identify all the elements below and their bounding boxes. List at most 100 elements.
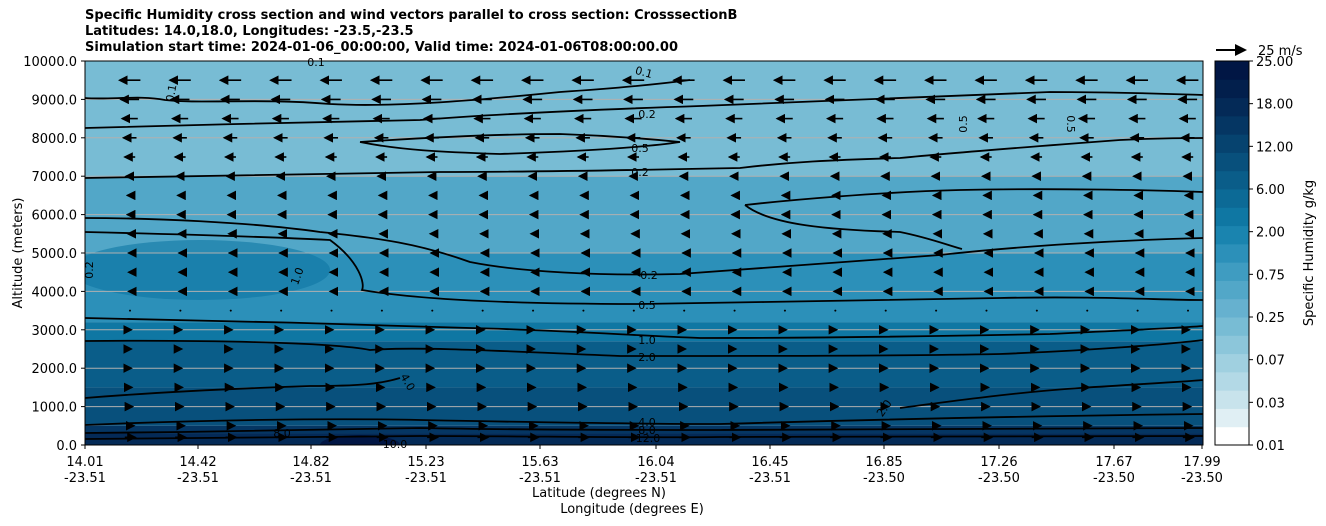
contour-label: 0.5 xyxy=(638,299,656,312)
contour-label: 12.0 xyxy=(636,432,661,445)
contour-label: 2.0 xyxy=(638,351,656,364)
title-line-2: Latitudes: 14.0,18.0, Longitudes: -23.5,… xyxy=(85,24,414,39)
colorbar-segment xyxy=(1215,189,1249,208)
wind-arrow xyxy=(280,309,283,312)
colorbar-tick-label: 25.00 xyxy=(1256,55,1293,70)
wind-arrow xyxy=(229,309,232,312)
colorbar-segment xyxy=(1215,243,1249,263)
y-tick-label: 2000.0 xyxy=(32,362,78,377)
colorbar-tick-label: 2.00 xyxy=(1256,226,1285,241)
colorbar-segment xyxy=(1215,97,1249,117)
contour-label: 0.1 xyxy=(307,56,325,69)
contour-lines xyxy=(85,79,1203,440)
wind-arrow xyxy=(1035,309,1038,312)
wind-arrow xyxy=(834,309,837,312)
wind-arrow xyxy=(1187,309,1189,312)
colorbar-segment xyxy=(1215,426,1249,446)
y-axis-label: Altitude (meters) xyxy=(11,198,26,309)
colorbar-tick-label: 0.03 xyxy=(1256,396,1285,411)
y-tick-label: 8000.0 xyxy=(32,132,78,147)
wind-arrow xyxy=(129,309,131,312)
colorbar-segment xyxy=(1215,115,1249,135)
x-tick-label-lat: 16.45 xyxy=(751,455,788,470)
x-tick-label-lat: 15.23 xyxy=(407,455,444,470)
colorbar-segment xyxy=(1215,134,1249,153)
y-tick-label: 10000.0 xyxy=(23,55,77,70)
wind-arrow xyxy=(1086,309,1089,312)
x-tick-label-lon: -23.50 xyxy=(1093,471,1135,486)
title-line-1: Specific Humidity cross section and wind… xyxy=(85,8,738,23)
colorbar-segment xyxy=(1215,225,1249,245)
humidity-band xyxy=(85,433,1203,445)
contour-line xyxy=(899,379,1203,409)
contour-label: 0.2 xyxy=(631,166,649,179)
x-tick-label-lon: -23.51 xyxy=(405,471,447,486)
quiver-key-label: 25 m/s xyxy=(1258,44,1303,59)
colorbar-tick-label: 0.75 xyxy=(1256,268,1285,283)
wind-arrow xyxy=(431,309,434,312)
x-tick-label-lon: -23.51 xyxy=(64,471,106,486)
colorbar-segment xyxy=(1215,298,1249,318)
y-tick-label: 7000.0 xyxy=(32,170,78,185)
humidity-field xyxy=(85,61,1203,445)
contour-label: 1.0 xyxy=(288,266,306,287)
contour-line xyxy=(85,377,401,399)
wind-arrow xyxy=(179,309,182,312)
colorbar-segment xyxy=(1215,390,1249,409)
colorbar-tick-label: 0.25 xyxy=(1256,311,1285,326)
contour-label: 0.2 xyxy=(640,269,658,282)
wind-arrow xyxy=(481,309,484,312)
contour-line xyxy=(85,413,1203,426)
contour-line xyxy=(744,188,1203,206)
wind-arrow xyxy=(683,309,686,312)
wind-arrow xyxy=(632,309,635,312)
colorbar-tick-label: 18.00 xyxy=(1256,98,1293,113)
x-axis: 14.01-23.5114.42-23.5114.82-23.5115.23-2… xyxy=(64,445,1223,486)
contour-label: 0.2 xyxy=(638,108,656,121)
colorbar-segment xyxy=(1215,262,1249,281)
x-tick-label-lon: -23.50 xyxy=(863,471,905,486)
contour-line xyxy=(85,339,1203,357)
x-tick-label-lat: 17.67 xyxy=(1095,455,1132,470)
contour-label: 1.0 xyxy=(638,334,656,347)
chart-title: Specific Humidity cross section and wind… xyxy=(85,8,737,56)
humidity-band xyxy=(85,341,1203,388)
wind-arrow xyxy=(985,309,988,312)
colorbar-segment xyxy=(1215,207,1249,227)
wind-arrow xyxy=(330,309,333,312)
colorbar-tick-label: 12.00 xyxy=(1256,140,1293,155)
colorbar-segment xyxy=(1215,335,1249,355)
contour-line xyxy=(85,317,1203,339)
x-tick-label-lat: 14.01 xyxy=(66,455,103,470)
wind-arrow xyxy=(783,309,786,312)
colorbar-frame xyxy=(1214,60,1250,446)
wind-arrow xyxy=(532,309,535,312)
contour-label: 0.2 xyxy=(83,261,96,279)
contour-label: 0.1 xyxy=(634,64,654,81)
colorbar-segment xyxy=(1215,408,1249,428)
x-tick-label-lat: 17.26 xyxy=(980,455,1017,470)
y-tick-label: 3000.0 xyxy=(32,324,78,339)
x-tick-label-lat: 15.63 xyxy=(521,455,558,470)
wind-arrow xyxy=(733,309,736,312)
wind-arrow xyxy=(884,309,887,312)
y-tick-label: 5000.0 xyxy=(32,247,78,262)
y-tick-label: 4000.0 xyxy=(32,285,78,300)
x-tick-label-lat: 16.04 xyxy=(637,455,674,470)
x-tick-label-lon: -23.51 xyxy=(290,471,332,486)
y-tick-label: 6000.0 xyxy=(32,209,78,224)
colorbar-segment xyxy=(1215,152,1249,172)
x-axis-label-latitude: Latitude (degrees N) xyxy=(532,486,666,501)
y-tick-label: 0.0 xyxy=(56,439,77,454)
colorbar: 0.01 0.03 0.07 0.25 0.75 2.00 6.00 12.00 18.00 25… xyxy=(1214,55,1293,454)
colorbar-label: Specific Humidity g/kg xyxy=(1302,180,1317,326)
contour-line xyxy=(85,231,1203,305)
wind-arrow xyxy=(1136,309,1139,312)
x-tick-label-lon: -23.50 xyxy=(978,471,1020,486)
colorbar-segment xyxy=(1215,79,1249,99)
x-tick-label-lon: -23.51 xyxy=(519,471,561,486)
colorbar-tick-label: 0.07 xyxy=(1256,354,1285,369)
wind-arrow xyxy=(582,309,585,312)
colorbar-tick-label: 0.01 xyxy=(1256,439,1285,454)
